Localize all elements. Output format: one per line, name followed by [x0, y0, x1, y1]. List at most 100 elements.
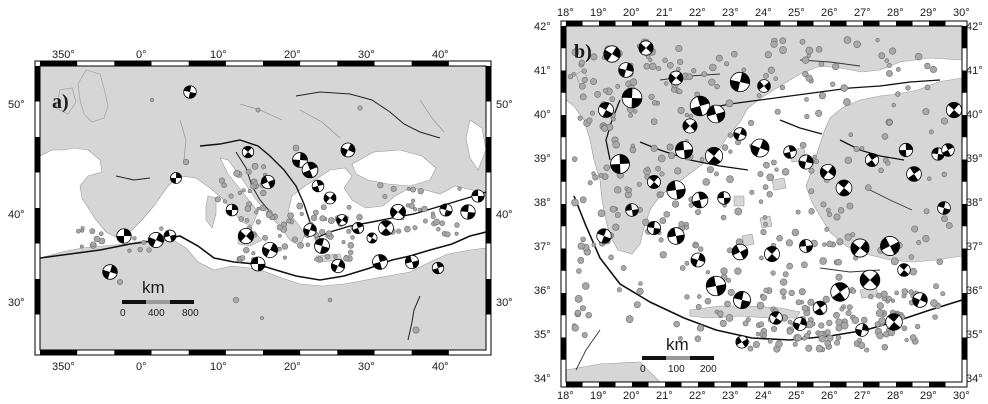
epicenter-dot: [734, 267, 742, 275]
focal-mechanism: [378, 220, 394, 236]
epicenter-dot: [726, 277, 732, 283]
epicenter-dot: [221, 182, 227, 188]
epicenter-dot: [444, 231, 451, 238]
panel-b-map: [566, 26, 962, 382]
epicenter-dot: [421, 205, 428, 213]
epicenter-dot: [886, 63, 892, 69]
epicenter-dot: [614, 212, 621, 218]
epicenter-dot: [767, 66, 775, 74]
epicenter-dot: [840, 84, 848, 92]
frame-segment: [962, 293, 967, 316]
epicenter-dot: [807, 298, 815, 306]
lon-tick: 18°: [557, 7, 574, 19]
focal-mechanism: [783, 145, 797, 159]
epicenter-dot: [598, 172, 604, 178]
epicenter-dot: [779, 37, 787, 44]
epicenter-dot: [658, 191, 665, 197]
epicenter-dot: [835, 334, 842, 341]
epicenter-dot: [799, 141, 807, 149]
frame-segment: [263, 350, 301, 355]
frame-segment: [830, 21, 847, 26]
epicenter-dot: [808, 167, 815, 174]
epicenter-dot: [714, 171, 719, 177]
epicenter-dot: [820, 201, 827, 208]
epicenter-dot: [684, 294, 690, 300]
epicenter-dot: [853, 40, 861, 49]
focal-mechanism: [764, 246, 780, 262]
epicenter-dot: [834, 339, 840, 346]
epicenter-dot: [845, 309, 852, 316]
epicenter-dot: [238, 216, 245, 222]
epicenter-dot: [928, 129, 934, 135]
black-sea: [351, 149, 437, 187]
focal-mechanism: [260, 174, 276, 190]
epicenter-dot: [795, 209, 801, 215]
epicenter-dot: [771, 325, 778, 333]
epicenter-dot: [771, 159, 777, 166]
focal-mechanism: [706, 104, 726, 124]
epicenter-dot: [319, 215, 326, 222]
focal-mechanism: [340, 142, 356, 158]
epicenter-dot: [256, 206, 261, 211]
focal-mechanism: [931, 147, 945, 161]
epicenter-dot: [804, 97, 809, 102]
epicenter-dot: [439, 220, 445, 226]
lat-tick: 42°: [966, 21, 983, 33]
epicenter-dot: [795, 299, 802, 306]
epicenter-dot: [291, 236, 298, 243]
lat-tick: 50°: [496, 99, 513, 111]
frame-segment: [566, 21, 583, 26]
epicenter-dot: [924, 84, 931, 91]
focal-mechanism: [170, 172, 182, 184]
epicenter-dot: [218, 177, 225, 184]
lon-tick: 28°: [887, 390, 904, 402]
epicenter-dot: [696, 324, 705, 332]
focal-mechanism: [880, 236, 900, 256]
epicenter-dot: [726, 175, 734, 184]
epicenter-dot: [612, 223, 620, 231]
epicenter-dot: [693, 243, 699, 249]
epicenter-dot: [731, 50, 738, 58]
frame-segment: [188, 61, 226, 66]
focal-mechanism: [941, 143, 955, 157]
panel-a-scale-bar: km 0 400 800: [120, 278, 199, 319]
epicenter-dot: [347, 242, 355, 249]
epicenter-dot: [677, 58, 684, 66]
focal-mechanism: [906, 166, 922, 182]
epicenter-dot: [878, 317, 886, 325]
epicenter-dot: [813, 158, 820, 164]
epicenter-dot: [589, 110, 595, 116]
epicenter-dot: [830, 81, 836, 87]
epicenter-dot: [818, 322, 825, 329]
epicenter-dot: [677, 88, 683, 95]
epicenter-dot: [945, 222, 953, 229]
epicenter-dot: [742, 320, 749, 327]
epicenter-dot: [724, 300, 731, 308]
epicenter-dot: [587, 180, 593, 186]
focal-mechanism: [690, 252, 706, 268]
focal-mechanism: [647, 175, 661, 189]
epicenter-dot: [734, 207, 743, 216]
epicenter-dot: [904, 337, 909, 343]
frame-segment: [566, 382, 583, 387]
epicenter-dot: [658, 237, 664, 243]
epicenter-dot: [815, 46, 823, 53]
epicenter-dot: [727, 288, 735, 296]
epicenter-dot: [905, 85, 911, 91]
epicenter-dot: [346, 228, 352, 235]
epicenter-dot: [286, 218, 292, 224]
epicenter-dot: [567, 74, 574, 80]
epicenter-dot: [663, 211, 671, 218]
epicenter-dot: [835, 258, 842, 266]
epicenter-dot: [858, 342, 866, 349]
epicenter-dot: [705, 270, 710, 275]
epicenter-dot: [770, 40, 778, 48]
focal-mechanism: [311, 179, 325, 193]
epicenter-dot: [132, 236, 137, 241]
epicenter-dot: [255, 107, 261, 113]
epicenter-dot: [592, 174, 599, 181]
frame-segment: [632, 382, 649, 387]
epicenter-dot: [719, 319, 727, 327]
focal-mechanism: [937, 201, 951, 215]
